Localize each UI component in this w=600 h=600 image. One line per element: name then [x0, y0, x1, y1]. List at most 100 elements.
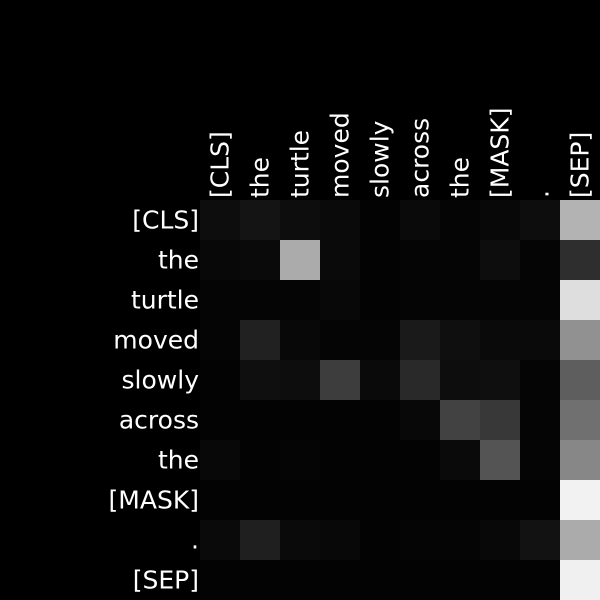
heatmap-cell — [280, 440, 320, 480]
heatmap-cell — [360, 400, 400, 440]
heatmap-cell — [240, 560, 280, 600]
heatmap-cell — [520, 480, 560, 520]
heatmap-cell — [240, 520, 280, 560]
heatmap-cell — [200, 360, 240, 400]
x-tick-label: slowly — [366, 120, 395, 198]
heatmap-cell — [360, 480, 400, 520]
heatmap-cell — [520, 280, 560, 320]
x-tick-label: turtle — [286, 130, 315, 198]
y-tick-label: the — [158, 446, 199, 475]
heatmap-cell — [480, 360, 520, 400]
heatmap-cell — [200, 240, 240, 280]
x-tick-label: [MASK] — [486, 108, 515, 198]
heatmap-cell — [200, 480, 240, 520]
heatmap-cell — [280, 560, 320, 600]
heatmap-cell — [320, 520, 360, 560]
heatmap-cell — [240, 440, 280, 480]
y-tick-label: slowly — [122, 366, 200, 395]
heatmap-cell — [400, 320, 440, 360]
heatmap-cell — [360, 520, 400, 560]
heatmap-cell — [480, 520, 520, 560]
heatmap-cell — [440, 480, 480, 520]
y-tick-label: the — [158, 246, 199, 275]
heatmap-cell — [240, 240, 280, 280]
heatmap-cell — [320, 480, 360, 520]
heatmap-cell — [440, 280, 480, 320]
heatmap-cell — [200, 560, 240, 600]
heatmap-cell — [240, 400, 280, 440]
heatmap-cell — [400, 480, 440, 520]
heatmap-cell — [440, 240, 480, 280]
heatmap-cell — [520, 560, 560, 600]
heatmap-cell — [200, 440, 240, 480]
heatmap-cell — [440, 400, 480, 440]
x-tick-label: the — [246, 157, 275, 198]
y-tick-label: moved — [113, 326, 199, 355]
heatmap-cell — [240, 320, 280, 360]
heatmap-cell — [560, 240, 600, 280]
heatmap-cell — [360, 560, 400, 600]
heatmap-cell — [320, 320, 360, 360]
heatmap-cell — [520, 200, 560, 240]
heatmap-cell — [240, 280, 280, 320]
heatmap-cell — [560, 400, 600, 440]
heatmap-cell — [360, 200, 400, 240]
heatmap-cell — [560, 320, 600, 360]
x-tick-label: [CLS] — [206, 131, 235, 198]
heatmap-cell — [280, 200, 320, 240]
heatmap-cell — [560, 480, 600, 520]
heatmap-cell — [400, 520, 440, 560]
x-tick-labels: [CLS] the turtle moved slowly across the [MASK]… — [206, 108, 595, 198]
heatmap-cell — [440, 520, 480, 560]
heatmap-cell — [520, 440, 560, 480]
heatmap-cell — [240, 480, 280, 520]
heatmap-cell — [200, 280, 240, 320]
heatmap-cell — [520, 320, 560, 360]
heatmap-cell — [280, 480, 320, 520]
heatmap-cell — [320, 200, 360, 240]
heatmap-cell — [280, 360, 320, 400]
y-tick-label: [MASK] — [109, 486, 199, 515]
y-tick-label: [SEP] — [133, 566, 199, 595]
heatmap-cell — [400, 560, 440, 600]
heatmap-cell — [200, 320, 240, 360]
heatmap-cell — [480, 440, 520, 480]
heatmap-cell — [320, 280, 360, 320]
y-tick-label: [CLS] — [132, 206, 199, 235]
heatmap-cell — [480, 320, 520, 360]
heatmap-cell — [520, 400, 560, 440]
heatmap-cell — [440, 360, 480, 400]
y-tick-label: turtle — [131, 286, 199, 315]
heatmap-cell — [560, 280, 600, 320]
y-tick-label: . — [191, 526, 199, 555]
heatmap-cell — [480, 560, 520, 600]
heatmap-cell — [480, 480, 520, 520]
heatmap-cell — [480, 280, 520, 320]
heatmap-cell — [480, 200, 520, 240]
heatmap-cell — [360, 320, 400, 360]
x-tick-label: moved — [326, 112, 355, 198]
heatmap-cell — [320, 360, 360, 400]
heatmap-cell — [400, 200, 440, 240]
y-tick-label: across — [119, 406, 199, 435]
heatmap-cell — [400, 400, 440, 440]
heatmap-cell — [280, 240, 320, 280]
heatmap-cell — [320, 400, 360, 440]
heatmap-cell — [320, 560, 360, 600]
x-tick-label: across — [406, 118, 435, 198]
heatmap-cell — [200, 520, 240, 560]
heatmap-cell — [400, 240, 440, 280]
heatmap-cell — [520, 240, 560, 280]
heatmap-cell — [520, 360, 560, 400]
y-tick-labels: [CLS] the turtle moved slowly across the [MASK]… — [109, 206, 200, 595]
heatmap-cell — [560, 200, 600, 240]
heatmap-cell — [360, 240, 400, 280]
heatmap-cell — [520, 520, 560, 560]
heatmap-cell — [200, 200, 240, 240]
heatmap-cell — [280, 280, 320, 320]
heatmap-cell — [360, 360, 400, 400]
heatmap-cell — [400, 360, 440, 400]
heatmap-cell — [280, 400, 320, 440]
heatmap-cell — [360, 280, 400, 320]
x-tick-label: . — [526, 190, 555, 198]
